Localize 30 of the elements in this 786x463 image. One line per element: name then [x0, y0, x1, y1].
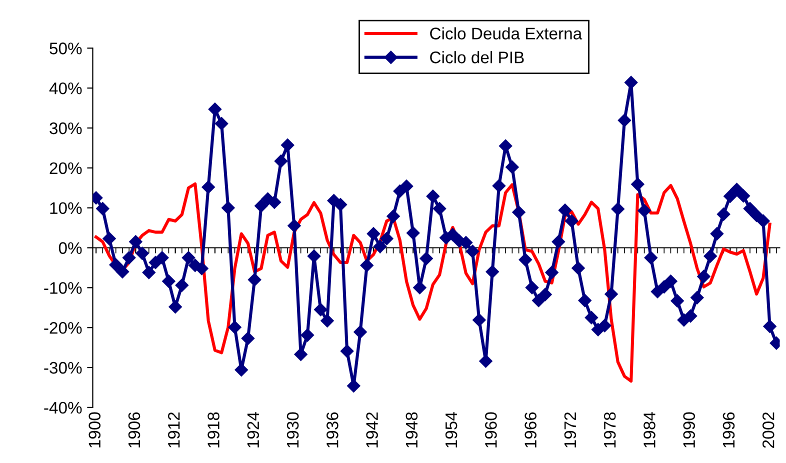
x-tick-label: 1990 — [683, 412, 696, 448]
y-tick-label: -40% — [44, 402, 82, 414]
x-tick-label: 1966 — [524, 412, 536, 448]
x-tick-label: 1978 — [604, 412, 616, 448]
x-tick-label: 1948 — [406, 412, 418, 448]
y-tick-label: -30% — [44, 362, 82, 374]
x-tick-label: 1906 — [128, 412, 140, 448]
x-tick-label: 1942 — [366, 412, 378, 448]
y-tick-label: 10% — [50, 202, 82, 214]
x-tick-label: 1918 — [208, 412, 220, 448]
legend-label: Ciclo Deuda Externa — [430, 27, 582, 40]
y-tick-label: -10% — [44, 282, 82, 294]
y-tick-label: 50% — [50, 42, 82, 54]
x-tick-label: 1912 — [168, 412, 180, 448]
x-tick-label: 1924 — [247, 412, 260, 448]
x-tick-label: 1900 — [88, 412, 101, 448]
x-tick-label: 1984 — [644, 412, 656, 448]
y-tick-label: 0% — [58, 242, 82, 254]
x-tick-label: 1936 — [326, 412, 338, 448]
legend-label: Ciclo del PIB — [430, 51, 524, 64]
x-tick-label: 2002 — [762, 412, 774, 448]
x-tick-label: 1954 — [445, 412, 458, 448]
y-tick-label: 40% — [49, 82, 82, 94]
y-tick-label: 20% — [50, 162, 82, 174]
y-tick-label: -20% — [44, 322, 82, 334]
y-tick-label: 30% — [50, 122, 82, 134]
x-tick-label: 1960 — [485, 412, 497, 448]
x-tick-label: 1930 — [286, 412, 299, 448]
x-tick-label: 1996 — [722, 412, 735, 448]
x-tick-label: 1972 — [564, 412, 576, 448]
